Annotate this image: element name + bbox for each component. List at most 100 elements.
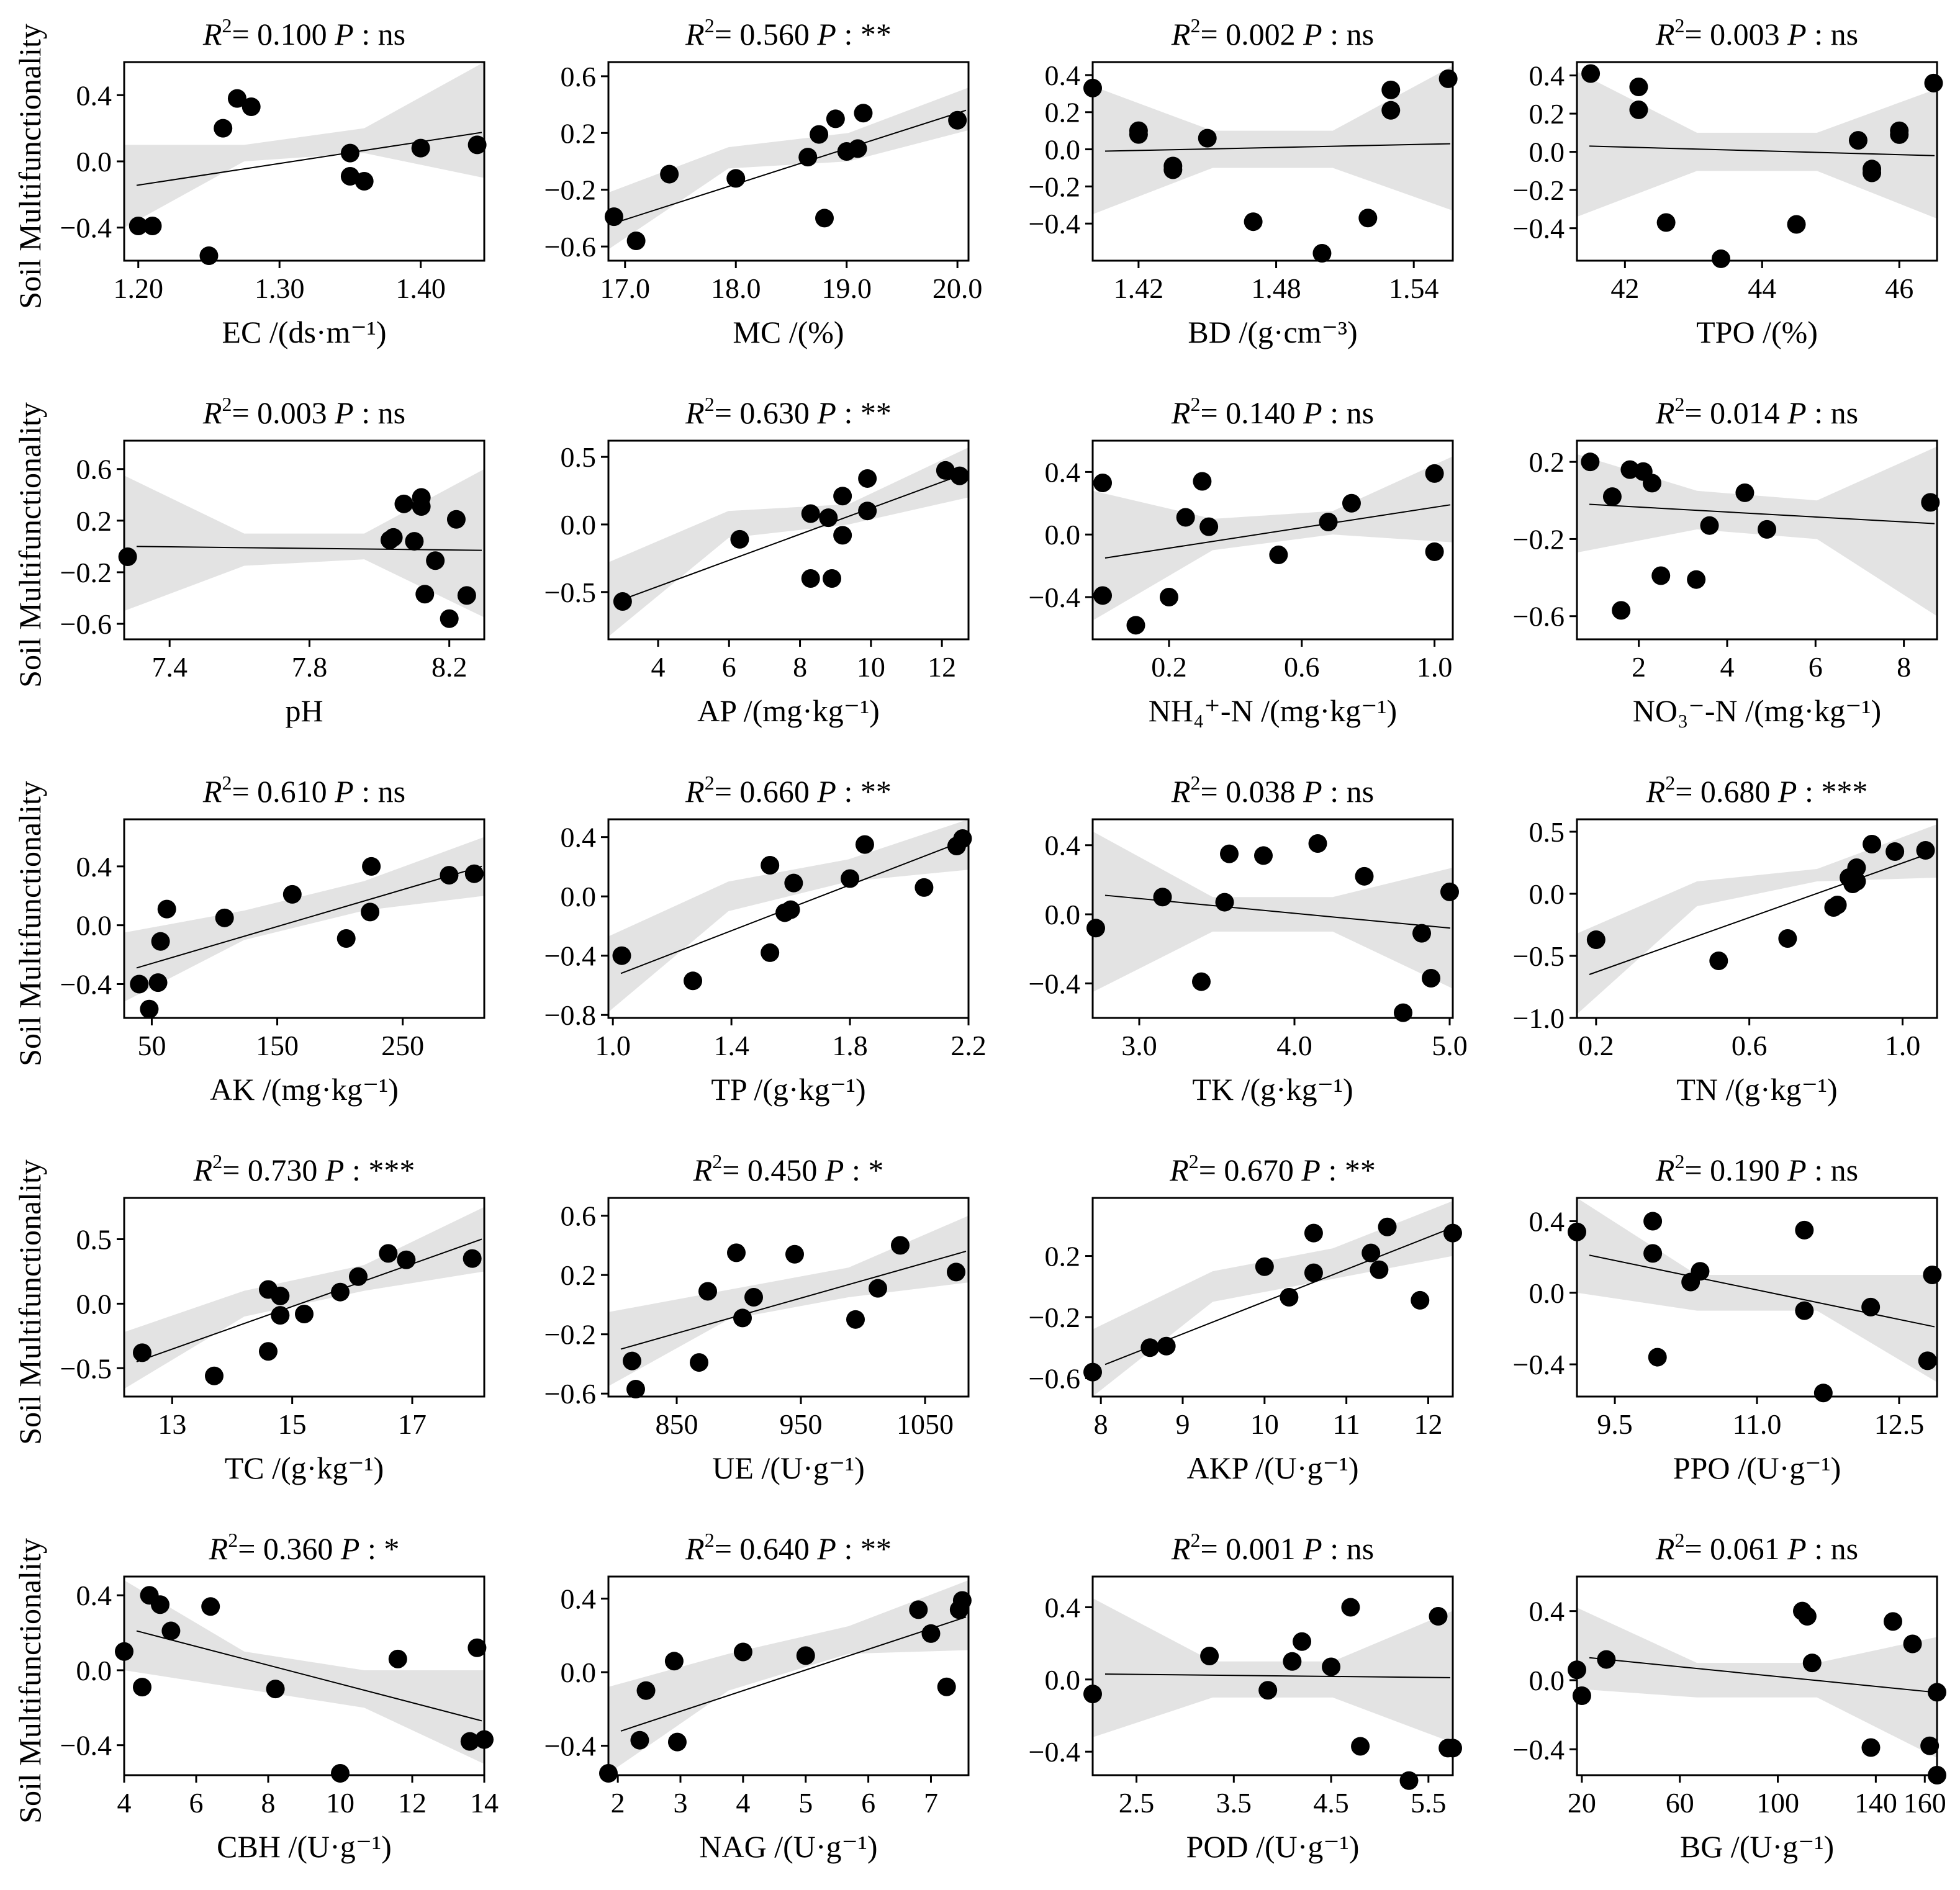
y-tick-label-ppo: 0.0 [1529,1277,1565,1309]
x-tick-label-tp: 1.0 [595,1030,631,1061]
panel-tn: 0.2 0.6 1.0 −1.0 −0.5 0.0 0.5 R2= 0.680 P : ***… [1513,772,1938,1107]
data-point-tn [1709,952,1728,970]
data-point-pod [1200,1647,1219,1665]
data-point-pod [1258,1681,1278,1700]
x-tick-label-ph: 7.8 [292,651,328,683]
y-tick-label-cbh: 0.0 [76,1655,112,1686]
panel-title-ec: R2= 0.100 P : ns [202,14,405,52]
x-axis-label-nag: NAG /(U·g⁻¹) [699,1829,877,1864]
data-point-cbh [467,1638,487,1657]
data-point-nh4 [1126,616,1145,635]
data-point-ppo [1861,1297,1881,1316]
panel-title-tk: R2= 0.038 P : ns [1171,772,1374,809]
data-point-ap [833,487,852,506]
data-point-ak [440,866,459,885]
panel-ak: 50 150 250 −0.4 0.0 0.4 R2= 0.610 P : ns AK /(m… [60,772,485,1107]
data-point-tk [1215,893,1234,912]
x-axis-label-ph: pH [285,693,323,728]
y-tick-label-bd: −0.4 [1029,208,1080,240]
x-axis-label-no3: NO₃⁻-N /(mg·kg⁻¹) [1633,693,1881,728]
panel-ue: 850 950 1050 −0.6 −0.2 0.2 0.6 R2= 0.450 P : * U… [544,1150,970,1485]
data-point-mc [826,109,845,128]
data-point-ph [426,551,445,570]
x-axis-label-tk: TK /(g·kg⁻¹) [1192,1072,1353,1107]
data-point-cbh [388,1649,407,1668]
data-point-ec [340,167,359,186]
data-point-ue [690,1353,708,1372]
y-tick-label-akp: 0.2 [1045,1241,1081,1272]
x-tick-label-nag: 4 [736,1787,750,1819]
data-point-ap [819,508,838,528]
panel-tpo: 42 44 46 −0.4 −0.2 0.0 0.2 0.4 R2= 0.003 P : ns T… [1513,14,1943,349]
panel-no3: 2 4 6 8 −0.6 −0.2 0.2 R2= 0.014 P : ns NO₃⁻-N /(… [1513,393,1940,728]
data-point-tc [271,1306,290,1325]
y-tick-label-ph: −0.2 [60,557,112,588]
regression-line-ph [136,546,482,551]
x-tick-label-nag: 7 [924,1787,938,1819]
data-point-bd [1163,160,1183,179]
x-tick-label-ak: 150 [256,1030,299,1061]
confidence-band-mc [608,88,969,250]
plot-frame-ak [123,818,485,1019]
y-tick-label-tpo: 0.2 [1529,98,1565,130]
data-point-ppo [1643,1212,1663,1231]
x-tick-label-no3: 2 [1632,651,1646,683]
data-point-cbh [460,1732,479,1751]
data-point-ph [394,494,413,513]
y-tick-label-tn: −1.0 [1513,1002,1565,1034]
y-tick-label-tpo: −0.4 [1513,213,1565,245]
y-tick-label-tk: 0.0 [1045,899,1081,930]
data-point-no3 [1602,487,1622,506]
y-tick-label-ak: −0.4 [60,968,112,1000]
data-point-cbh [331,1763,350,1783]
plot-frame-ue [607,1197,970,1398]
data-point-ph [412,497,431,516]
data-point-ppo [1923,1265,1942,1284]
data-point-tc [349,1267,368,1286]
data-point-akp [1255,1257,1274,1276]
data-point-ak [362,857,381,876]
panel-bg: 20 60 100 140 160 −0.4 0.0 0.4 R2= 0.061 P : ns B… [1513,1529,1946,1864]
panel-cbh: 4 6 8 10 12 14 −0.4 0.0 0.4 R2= 0.360 P : * CBH /(… [60,1529,499,1864]
panel-title-bg: R2= 0.061 P : ns [1655,1529,1858,1566]
panel-tp: 1.0 1.4 1.8 2.2 −0.8 −0.4 0.0 0.4 R2= 0.660 P : … [544,772,987,1107]
data-point-cbh [475,1730,494,1749]
x-tick-label-cbh: 12 [398,1787,427,1819]
data-point-tpo [1712,249,1730,268]
data-point-ap [613,592,632,611]
confidence-band-no3 [1577,446,1937,616]
data-point-cbh [115,1642,133,1661]
x-tick-label-ue: 1050 [896,1408,954,1440]
data-point-nh4 [1193,472,1212,491]
x-tick-label-pod: 2.5 [1119,1787,1155,1819]
x-tick-label-nh4: 0.6 [1284,651,1320,683]
y-tick-label-nag: 0.4 [561,1583,597,1615]
plot-frame-no3 [1576,439,1938,641]
x-tick-label-bd: 1.42 [1114,272,1164,304]
data-point-ak [336,929,356,948]
data-point-bg [1903,1634,1922,1654]
confidence-band-pod [1093,1598,1453,1743]
data-point-pod [1293,1632,1312,1651]
x-axis-label-bg: BG /(U·g⁻¹) [1680,1829,1834,1864]
regression-line-nh4 [1104,504,1451,559]
regression-line-tpo [1589,145,1935,156]
data-point-akp [1280,1288,1299,1307]
data-point-ue [698,1282,717,1301]
x-axis-label-bd: BD /(g·cm⁻³) [1188,315,1357,349]
plot-frame-akp [1091,1197,1454,1398]
data-point-akp [1304,1263,1323,1282]
data-point-tp [781,900,800,919]
data-point-tn [1828,896,1847,914]
x-tick-label-ap: 10 [857,651,885,683]
y-tick-label-akp: −0.2 [1029,1302,1080,1333]
data-point-tk [1440,882,1459,901]
confidence-band-tn [1577,824,1937,1014]
data-point-ak [157,899,176,919]
data-point-bg [1572,1686,1591,1705]
x-tick-label-ec: 1.20 [113,272,163,304]
x-tick-label-bg: 100 [1756,1787,1799,1819]
panel-pod: 2.5 3.5 4.5 5.5 −0.4 0.0 0.4 R2= 0.001 P : ns PO… [1029,1529,1462,1864]
data-point-mc [604,207,623,227]
data-point-ak [361,902,380,922]
